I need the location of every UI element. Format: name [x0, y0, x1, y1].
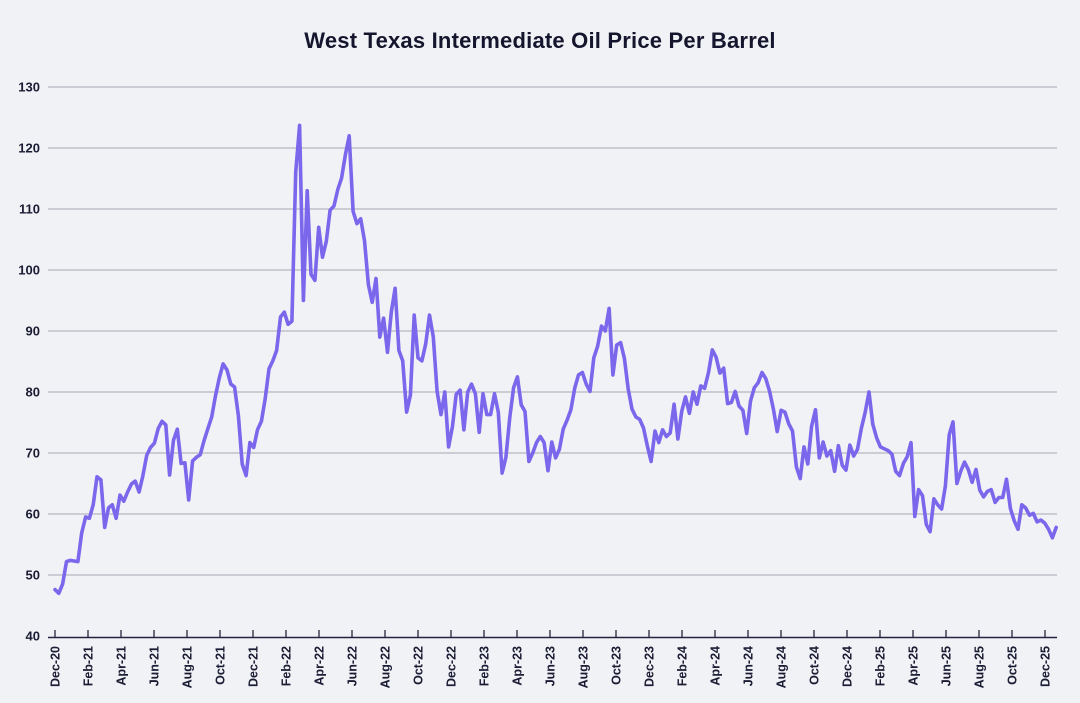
x-axis-label: Aug-21 — [181, 646, 195, 688]
x-axis-label: Feb-21 — [82, 646, 96, 686]
y-axis-label: 90 — [26, 324, 40, 339]
x-axis-label: Jun-25 — [940, 646, 954, 686]
x-axis-label: Jun-21 — [148, 646, 162, 686]
y-axis-label: 80 — [26, 385, 40, 400]
x-axis-label: Dec-24 — [841, 646, 855, 687]
y-axis-label: 50 — [26, 568, 40, 583]
x-axis-label: Apr-21 — [115, 646, 129, 686]
x-axis-label: Feb-22 — [280, 646, 294, 686]
x-axis-label: Apr-24 — [709, 646, 723, 686]
price-line — [53, 123, 1058, 596]
x-axis-label: Dec-22 — [445, 646, 459, 687]
x-axis-label: Aug-23 — [577, 646, 591, 688]
x-axis-label: Dec-21 — [247, 646, 261, 687]
x-axis-label: Dec-25 — [1039, 646, 1053, 687]
x-axis-label: Oct-23 — [610, 646, 624, 685]
x-axis-label: Oct-24 — [808, 646, 822, 685]
chart-title: West Texas Intermediate Oil Price Per Ba… — [304, 28, 776, 53]
x-axis-label: Feb-23 — [478, 646, 492, 686]
y-axis-label: 70 — [26, 446, 40, 461]
x-axis-label: Apr-25 — [907, 646, 921, 686]
x-axis-label: Apr-23 — [511, 646, 525, 686]
x-axis-label: Apr-22 — [313, 646, 327, 686]
x-axis-label: Jun-22 — [346, 646, 360, 686]
x-axis-label: Feb-25 — [874, 646, 888, 686]
x-axis-label: Feb-24 — [676, 646, 690, 686]
x-axis-label: Dec-23 — [643, 646, 657, 687]
x-axis-label: Oct-22 — [412, 646, 426, 685]
x-axis-label: Oct-25 — [1006, 646, 1020, 685]
y-axis-label: 40 — [26, 629, 40, 644]
x-axis-label: Jun-24 — [742, 646, 756, 686]
x-axis-label: Aug-24 — [775, 646, 789, 688]
y-axis-label: 60 — [26, 507, 40, 522]
x-axis-label: Aug-22 — [379, 646, 393, 688]
x-axis-label: Jun-23 — [544, 646, 558, 686]
y-axis-label: 110 — [19, 202, 40, 217]
x-axis-label: Dec-20 — [49, 646, 63, 687]
x-axis-label: Oct-21 — [214, 646, 228, 685]
y-axis-label: 120 — [18, 141, 40, 156]
x-axis-label: Aug-25 — [973, 646, 987, 688]
y-axis-label: 100 — [18, 263, 40, 278]
y-axis-label: 130 — [18, 80, 40, 95]
